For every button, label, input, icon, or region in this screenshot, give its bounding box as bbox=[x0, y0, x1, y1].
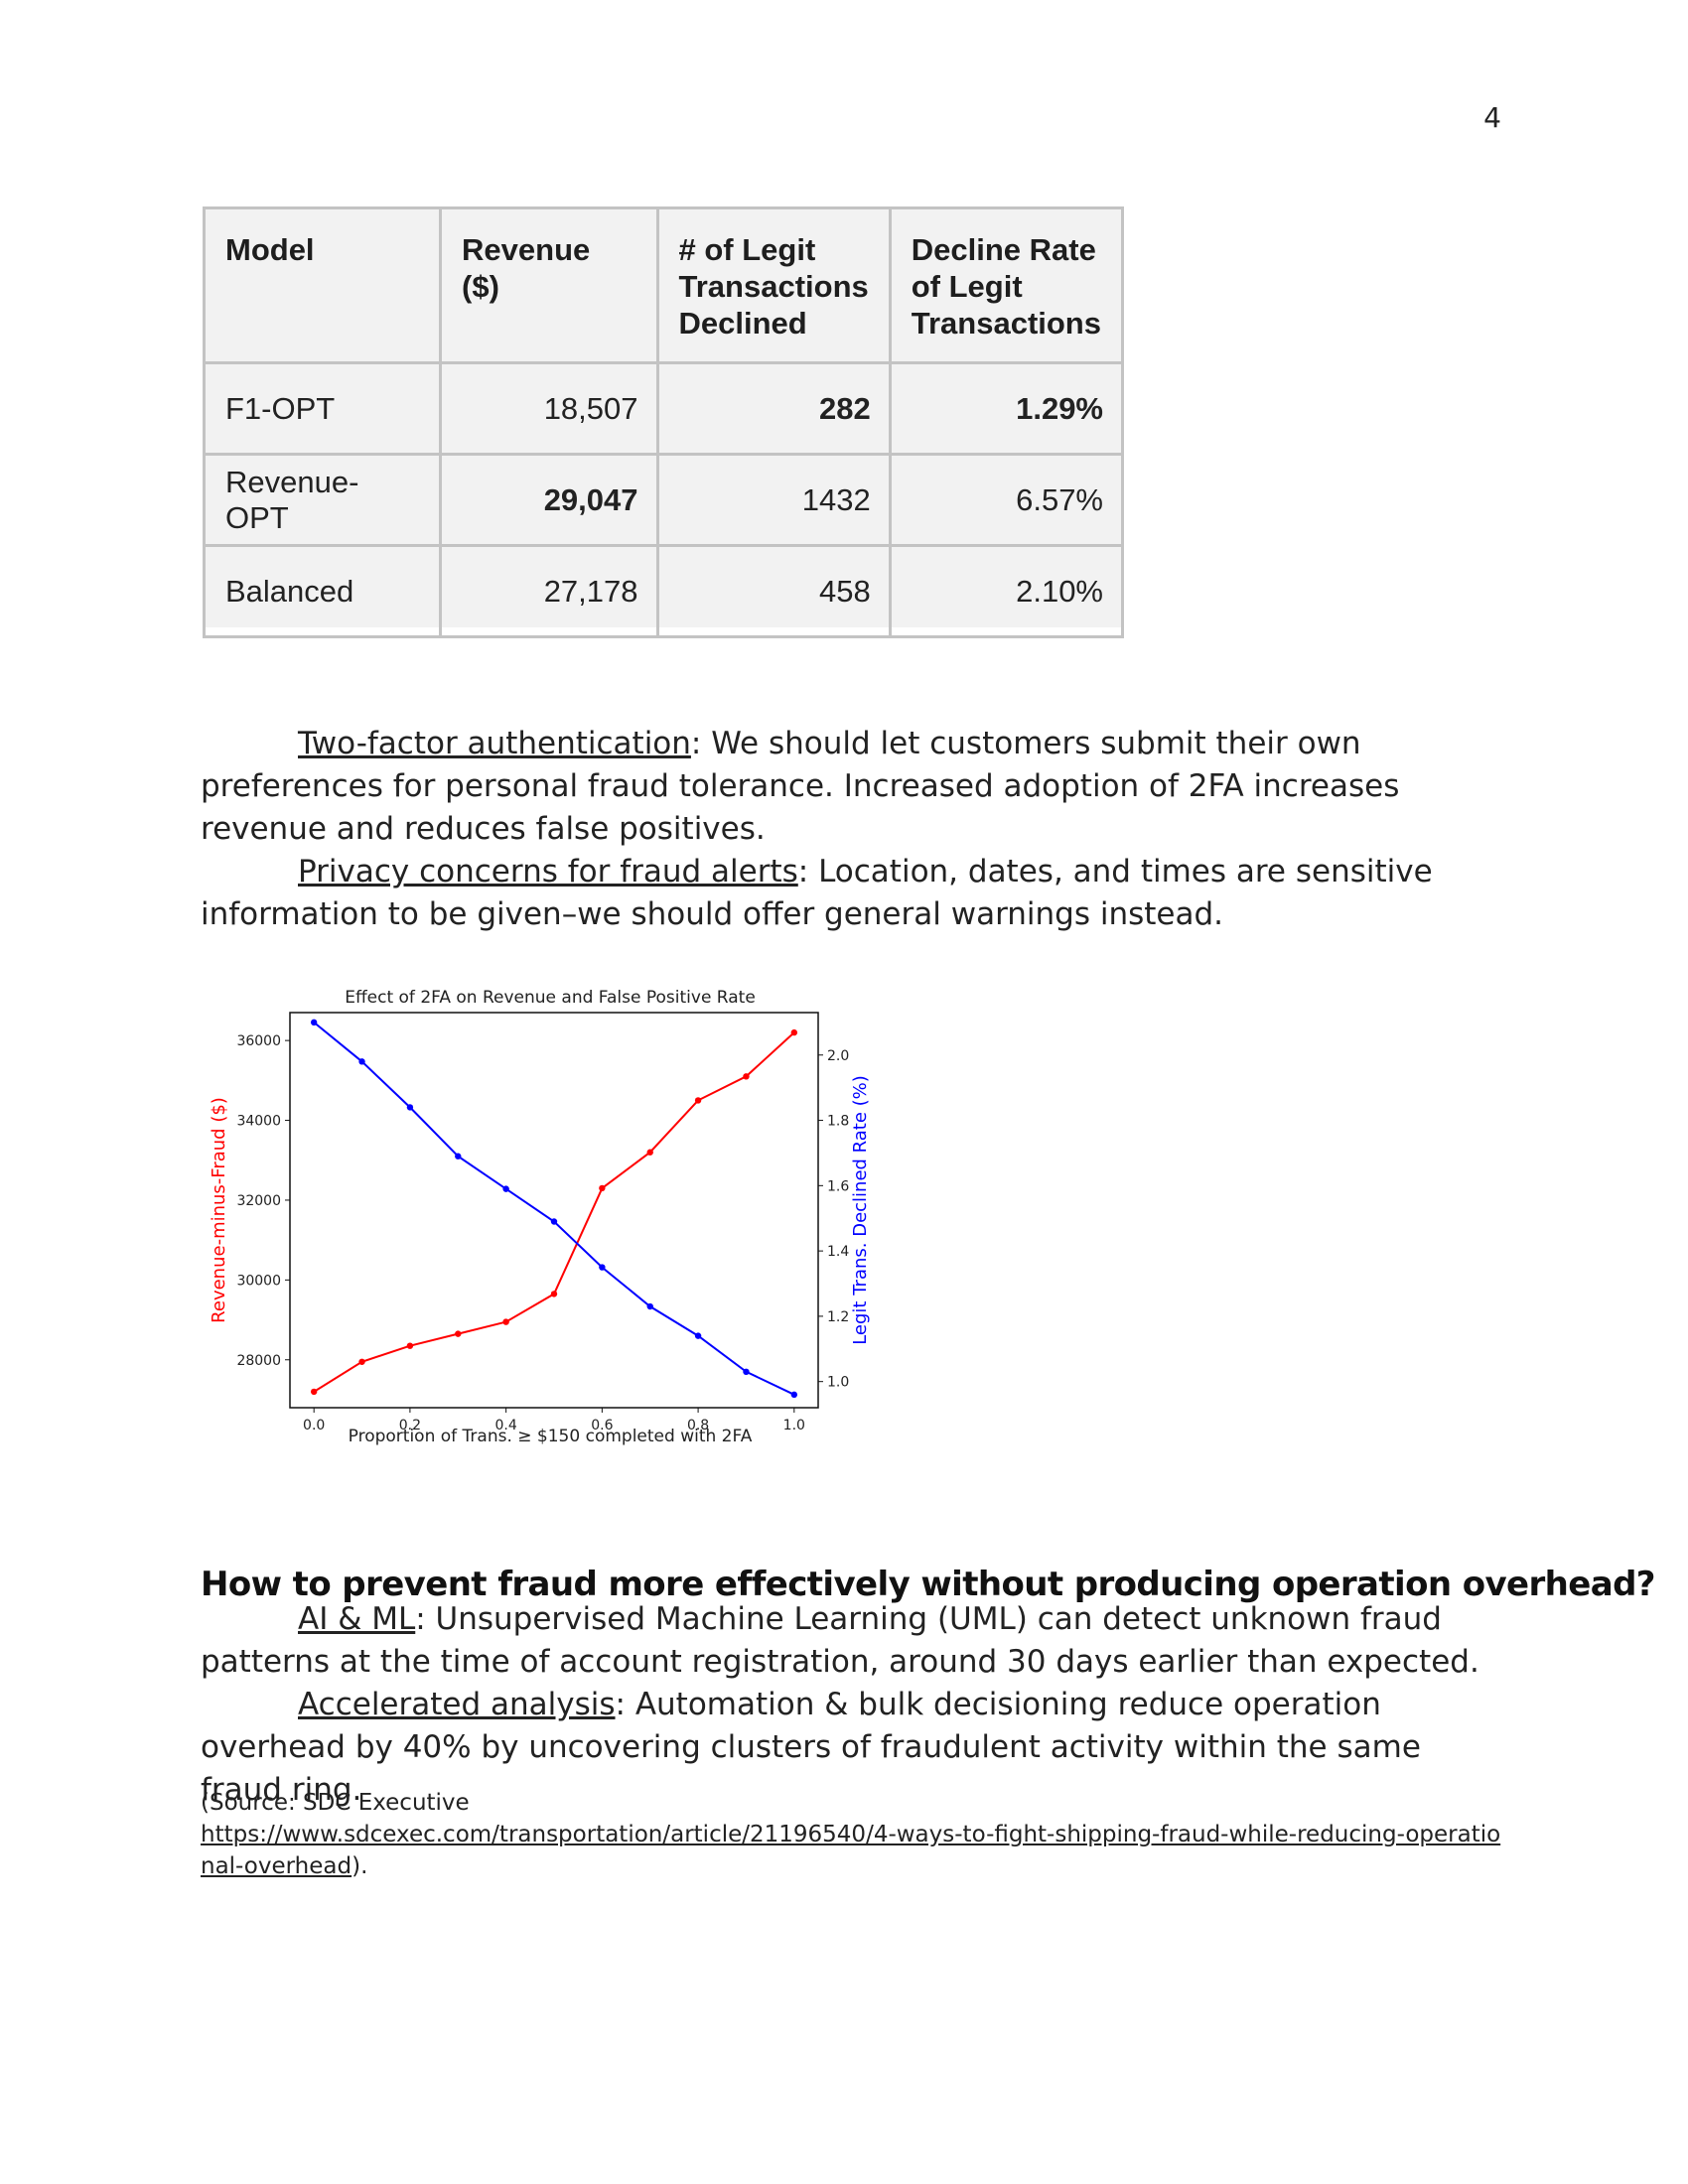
revenue-point bbox=[743, 1073, 750, 1080]
x-tick-label: 0.2 bbox=[399, 1418, 421, 1433]
cell-model: Balanced bbox=[202, 544, 443, 638]
declined-rate-point bbox=[694, 1332, 702, 1339]
two-factor-label: Two-factor authentication bbox=[298, 726, 691, 761]
revenue-point bbox=[358, 1358, 365, 1365]
cell-legit-declined: 282 bbox=[655, 361, 892, 456]
table-row: Balanced 27,178 458 2.10% bbox=[202, 544, 1125, 638]
y-axis-right-label: Legit Trans. Declined Rate (%) bbox=[850, 1075, 871, 1345]
ai-ml-text: : Unsupervised Machine Learning (UML) ca… bbox=[201, 1601, 1479, 1680]
cell-revenue: 27,178 bbox=[439, 544, 659, 638]
model-comparison-table: Model Revenue ($) # of Legit Transaction… bbox=[202, 206, 1125, 638]
header-model: Model bbox=[202, 206, 443, 364]
plot-area bbox=[289, 1012, 819, 1409]
header-revenue: Revenue ($) bbox=[439, 206, 659, 364]
section-heading: How to prevent fraud more effectively wi… bbox=[201, 1565, 1656, 1604]
y-right-tick-label: 2.0 bbox=[827, 1048, 849, 1064]
declined-rate-point bbox=[310, 1019, 318, 1026]
revenue-point bbox=[310, 1388, 318, 1396]
declined-rate-point bbox=[502, 1185, 509, 1192]
source-prefix: (Source: SDC Executive bbox=[201, 1790, 470, 1816]
cell-model: F1-OPT bbox=[202, 361, 443, 456]
revenue-point bbox=[406, 1342, 414, 1349]
declined-rate-point bbox=[406, 1104, 414, 1111]
two-factor-paragraph: Two-factor authentication: We should let… bbox=[201, 723, 1511, 851]
declined-rate-point bbox=[743, 1368, 750, 1376]
table-header-row: Model Revenue ($) # of Legit Transaction… bbox=[202, 206, 1125, 364]
revenue-point bbox=[694, 1097, 702, 1104]
privacy-text: : Location, dates, and times are sensiti… bbox=[201, 854, 1433, 932]
accelerated-analysis-text: : Automation & bulk decisioning reduce o… bbox=[201, 1687, 1421, 1808]
cell-decline-rate: 6.57% bbox=[888, 453, 1125, 547]
y-right-tick-label: 1.4 bbox=[827, 1244, 849, 1260]
y-left-tick-label: 30000 bbox=[236, 1273, 281, 1289]
privacy-paragraph: Privacy concerns for fraud alerts: Locat… bbox=[201, 851, 1511, 936]
accelerated-analysis-label: Accelerated analysis bbox=[298, 1687, 616, 1722]
page-number: 4 bbox=[1483, 101, 1501, 134]
y-left-tick-label: 32000 bbox=[236, 1193, 281, 1209]
declined-rate-point bbox=[599, 1264, 606, 1271]
cell-legit-declined: 1432 bbox=[655, 453, 892, 547]
revenue-point bbox=[646, 1149, 653, 1156]
y-left-tick-label: 28000 bbox=[236, 1353, 281, 1369]
table-row: F1-OPT 18,507 282 1.29% bbox=[202, 361, 1125, 456]
declined-rate-point bbox=[358, 1058, 365, 1065]
y-right-tick-label: 1.8 bbox=[827, 1114, 849, 1130]
x-axis-label: Proportion of Trans. ≥ $150 completed wi… bbox=[349, 1427, 753, 1446]
accelerated-analysis-paragraph: Accelerated analysis: Automation & bulk … bbox=[201, 1684, 1511, 1812]
x-tick-label: 0.8 bbox=[687, 1418, 709, 1433]
x-tick-label: 0.6 bbox=[591, 1418, 613, 1433]
x-tick-label: 0.4 bbox=[495, 1418, 517, 1433]
revenue-point bbox=[455, 1330, 462, 1337]
declined-rate-point bbox=[550, 1218, 558, 1225]
y-left-tick-label: 36000 bbox=[236, 1033, 281, 1049]
table-row: Revenue-OPT 29,047 1432 6.57% bbox=[202, 453, 1125, 547]
revenue-point bbox=[502, 1318, 509, 1325]
cell-revenue: 29,047 bbox=[439, 453, 659, 547]
revenue-point bbox=[790, 1028, 798, 1036]
x-tick-label: 1.0 bbox=[783, 1418, 805, 1433]
declined-rate-series-line bbox=[313, 1022, 795, 1396]
ai-ml-paragraph: AI & ML: Unsupervised Machine Learning (… bbox=[201, 1598, 1511, 1684]
privacy-label: Privacy concerns for fraud alerts bbox=[298, 854, 798, 889]
y-right-tick-label: 1.2 bbox=[827, 1309, 849, 1325]
source-suffix: ). bbox=[352, 1853, 368, 1879]
revenue-false-positive-chart: Effect of 2FA on Revenue and False Posit… bbox=[209, 988, 871, 1446]
source-link[interactable]: https://www.sdcexec.com/transportation/a… bbox=[201, 1822, 1501, 1879]
ai-ml-label: AI & ML bbox=[298, 1601, 416, 1637]
revenue-point bbox=[599, 1184, 606, 1192]
cell-legit-declined: 458 bbox=[655, 544, 892, 638]
two-factor-text: : We should let customers submit their o… bbox=[201, 726, 1400, 847]
y-right-tick-label: 1.0 bbox=[827, 1375, 849, 1391]
revenue-series-line bbox=[313, 1031, 795, 1393]
y-right-tick-label: 1.6 bbox=[827, 1178, 849, 1194]
cell-model: Revenue-OPT bbox=[202, 453, 443, 547]
cell-decline-rate: 1.29% bbox=[888, 361, 1125, 456]
cell-decline-rate: 2.10% bbox=[888, 544, 1125, 638]
source-citation: (Source: SDC Executive https://www.sdcexe… bbox=[201, 1787, 1511, 1882]
x-tick-label: 0.0 bbox=[303, 1418, 325, 1433]
revenue-point bbox=[550, 1291, 558, 1297]
header-legit-declined: # of Legit Transactions Declined bbox=[655, 206, 892, 364]
declined-rate-point bbox=[455, 1153, 462, 1160]
y-left-tick-label: 34000 bbox=[236, 1114, 281, 1130]
chart-title: Effect of 2FA on Revenue and False Posit… bbox=[345, 988, 756, 1008]
model-comparison-table-container: Model Revenue ($) # of Legit Transaction… bbox=[202, 206, 1125, 638]
cell-revenue: 18,507 bbox=[439, 361, 659, 456]
y-axis-left-label: Revenue-minus-Fraud ($) bbox=[209, 1097, 229, 1323]
declined-rate-point bbox=[646, 1302, 653, 1310]
declined-rate-point bbox=[790, 1391, 798, 1399]
header-decline-rate: Decline Rate of Legit Transactions bbox=[888, 206, 1125, 364]
